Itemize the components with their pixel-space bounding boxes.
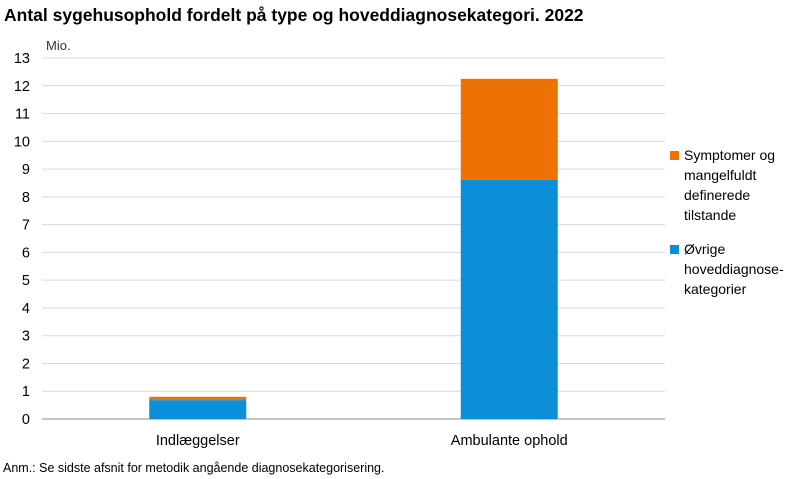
x-tick-label: Indlæggelser: [156, 433, 240, 449]
y-tick-label: 10: [14, 134, 30, 150]
y-tick-label: 5: [22, 273, 30, 289]
y-tick-label: 12: [14, 79, 30, 95]
y-tick-label: 13: [14, 51, 30, 67]
legend-label: Symptomer og mangelfuldt definerede tilstan…: [684, 147, 775, 223]
y-tick-label: 3: [22, 329, 30, 345]
legend: Symptomer og mangelfuldt definerede tilstan…: [670, 147, 784, 297]
chart-title: Antal sygehusophold fordelt på type og h…: [4, 5, 584, 25]
bar-segment: [149, 396, 247, 401]
y-tick-label: 1: [22, 384, 30, 400]
y-axis-unit-label: Mio.: [46, 38, 71, 53]
legend-item: Øvrige hoveddiagnose-kategorier: [670, 241, 784, 297]
bar-segment: [149, 400, 247, 419]
y-tick-label: 4: [22, 301, 30, 317]
x-axis-ticks: Indlæggelser Ambulante ophold: [156, 433, 568, 449]
y-tick-label: 2: [22, 356, 30, 372]
bar-segment: [460, 179, 558, 419]
gridlines: [42, 57, 665, 420]
footnote: Anm.: Se sidste afsnit for metodik angåe…: [3, 461, 385, 475]
bars: [149, 78, 558, 419]
y-tick-label: 0: [22, 412, 30, 428]
y-tick-label: 7: [22, 218, 30, 234]
x-tick-label: Ambulante ophold: [451, 433, 568, 449]
legend-item: Symptomer og mangelfuldt definerede tilstan…: [670, 147, 775, 223]
legend-swatch: [670, 151, 679, 160]
y-tick-label: 6: [22, 245, 30, 261]
y-tick-label: 11: [15, 107, 30, 123]
y-tick-label: 8: [22, 190, 30, 206]
legend-swatch: [670, 245, 679, 254]
bar-segment: [460, 78, 558, 180]
legend-label: Øvrige hoveddiagnose-kategorier: [684, 241, 784, 297]
y-tick-label: 9: [22, 162, 30, 178]
